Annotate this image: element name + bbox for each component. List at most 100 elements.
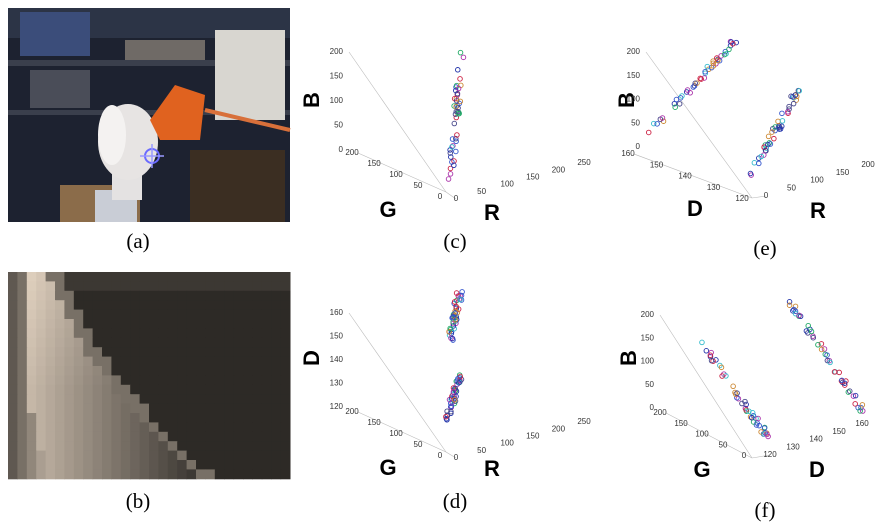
pixel <box>46 460 56 470</box>
scatter-dot <box>748 171 753 176</box>
pixel <box>196 281 206 291</box>
pixel <box>187 432 197 442</box>
tick-label: 0 <box>454 453 459 462</box>
pixel <box>262 422 272 432</box>
pixel <box>224 281 234 291</box>
pixel <box>8 394 18 404</box>
pixel <box>111 441 121 451</box>
pixel <box>215 281 225 291</box>
tick-label: 150 <box>526 173 540 182</box>
pixel <box>27 460 37 470</box>
scatter-dot <box>674 97 679 102</box>
pixel <box>36 385 46 395</box>
tick-label: 200 <box>345 407 359 416</box>
pixel <box>64 385 74 395</box>
pixel <box>102 451 112 461</box>
pixel <box>64 366 74 376</box>
pixel <box>55 375 65 385</box>
pixel <box>281 404 291 414</box>
pixel <box>168 310 178 320</box>
pixel <box>205 404 215 414</box>
pixel <box>74 319 84 329</box>
pixel <box>121 366 131 376</box>
pixel <box>215 404 225 414</box>
pixel <box>205 347 215 357</box>
pixel <box>140 394 150 404</box>
pixel <box>262 469 272 479</box>
pixel <box>130 310 140 320</box>
pixel <box>46 281 56 291</box>
scatter-dot <box>772 136 777 141</box>
pixel <box>74 404 84 414</box>
pixel <box>121 460 131 470</box>
scatter-dot <box>454 149 459 154</box>
pixel <box>83 338 93 348</box>
pixel <box>55 328 65 338</box>
pixel <box>36 432 46 442</box>
pixel <box>64 338 74 348</box>
pixel <box>158 441 168 451</box>
panel-label: (d) <box>443 489 468 513</box>
pixel <box>149 291 159 301</box>
pixel <box>93 385 103 395</box>
pixel <box>205 328 215 338</box>
pixel <box>64 272 74 282</box>
pixel <box>158 328 168 338</box>
scatter-dot <box>446 177 451 182</box>
pixel <box>64 291 74 301</box>
pixel <box>140 366 150 376</box>
tick-label: 0 <box>742 451 747 460</box>
axis-name: D <box>809 457 825 482</box>
pixel <box>149 319 159 329</box>
pixel <box>17 394 27 404</box>
pixel <box>149 404 159 414</box>
pixel <box>271 413 281 423</box>
scatter-dot <box>847 389 852 394</box>
pixel <box>281 366 291 376</box>
pixel <box>224 366 234 376</box>
pixel <box>271 281 281 291</box>
pixel <box>140 441 150 451</box>
pixel <box>281 281 291 291</box>
pixel <box>187 366 197 376</box>
scatter-dot <box>787 303 792 308</box>
pixel <box>102 460 112 470</box>
pixel <box>111 375 121 385</box>
pixel <box>243 357 253 367</box>
pixel <box>102 281 112 291</box>
pixel <box>177 375 187 385</box>
pixel <box>177 319 187 329</box>
pixel <box>158 347 168 357</box>
pixel <box>102 338 112 348</box>
tick-label: 160 <box>855 419 869 428</box>
pixel <box>224 413 234 423</box>
pixel <box>224 394 234 404</box>
pixel <box>64 451 74 461</box>
pixel <box>168 469 178 479</box>
pixel <box>187 404 197 414</box>
pixel <box>46 413 56 423</box>
pixel <box>27 375 37 385</box>
pixel <box>177 272 187 282</box>
pixel <box>55 385 65 395</box>
tick-label: 150 <box>526 432 540 441</box>
pixel <box>74 328 84 338</box>
pixel <box>196 394 206 404</box>
scatter-dot <box>853 402 858 407</box>
pixel <box>215 338 225 348</box>
pixel <box>8 385 18 395</box>
pixel <box>224 385 234 395</box>
axis-name: B <box>616 350 641 366</box>
pixel <box>64 328 74 338</box>
pixel <box>83 347 93 357</box>
pixel <box>149 469 159 479</box>
scatter-dot <box>461 55 466 60</box>
pixel <box>168 338 178 348</box>
pixel <box>187 385 197 395</box>
tick-label: 150 <box>641 333 655 342</box>
pixel <box>83 375 93 385</box>
pixel <box>234 432 244 442</box>
pixel <box>196 460 206 470</box>
pixel <box>187 357 197 367</box>
pixel <box>17 451 27 461</box>
